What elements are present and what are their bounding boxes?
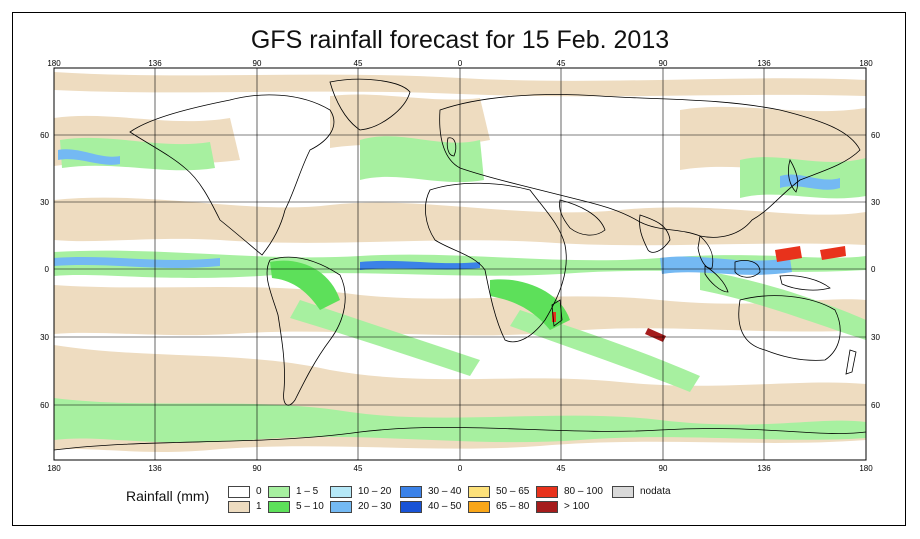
legend-swatch xyxy=(330,501,352,513)
lon-label: 180 xyxy=(859,59,873,68)
legend-label: 20 – 30 xyxy=(358,501,392,512)
lat-label: 60 xyxy=(40,131,49,140)
australia xyxy=(738,295,841,361)
legend-swatch xyxy=(330,486,352,498)
lon-label: 136 xyxy=(757,59,771,68)
lon-label: 45 xyxy=(557,59,566,68)
lon-label: 180 xyxy=(859,464,873,473)
map-title: GFS rainfall forecast for 15 Feb. 2013 xyxy=(250,26,670,54)
lon-labels-bottom: 180 136 90 45 0 45 90 136 180 xyxy=(47,464,873,473)
lon-label: 45 xyxy=(354,464,363,473)
legend-swatch xyxy=(400,486,422,498)
legend-label: > 100 xyxy=(564,501,590,512)
legend-label: 30 – 40 xyxy=(428,486,462,497)
legend-label: 1 xyxy=(256,501,262,512)
atlantic-heavy xyxy=(360,260,480,270)
legend-swatch xyxy=(536,501,558,513)
lat-label: 30 xyxy=(40,333,49,342)
lat-label: 30 xyxy=(871,198,880,207)
legend-label: 0 xyxy=(256,486,262,497)
british-isles xyxy=(446,137,457,157)
indian-ocean-cyclone xyxy=(645,328,666,342)
north-atlantic-storm xyxy=(360,136,484,183)
legend-swatch xyxy=(400,501,422,513)
north-america xyxy=(129,94,335,256)
legend-swatch xyxy=(468,486,490,498)
legend-swatch xyxy=(228,486,250,498)
japan xyxy=(788,159,798,193)
legend-label: 65 – 80 xyxy=(496,501,530,512)
rain-band-north-atlantic xyxy=(330,94,490,148)
legend-label: 5 – 10 xyxy=(296,501,324,512)
legend-swatch xyxy=(536,486,558,498)
lat-label: 30 xyxy=(871,333,880,342)
lon-label: 90 xyxy=(659,59,668,68)
legend-swatch xyxy=(468,501,490,513)
greenland xyxy=(329,78,411,131)
lon-label: 0 xyxy=(458,59,463,68)
africa-rain xyxy=(490,279,570,330)
new-guinea xyxy=(779,275,831,291)
legend-title: Rainfall (mm) xyxy=(126,488,210,504)
eurasia xyxy=(439,94,861,238)
india xyxy=(639,214,671,253)
legend-label: 40 – 50 xyxy=(428,501,462,512)
borneo xyxy=(734,260,761,278)
lon-labels-top: 180 136 90 45 0 45 90 136 180 xyxy=(47,59,873,68)
lat-labels-left: 60 30 0 30 60 xyxy=(40,131,49,410)
north-pacific-heavy xyxy=(58,149,120,165)
legend-label: 80 – 100 xyxy=(564,486,603,497)
legend-swatch xyxy=(268,486,290,498)
map-border xyxy=(53,67,867,461)
lon-label: 136 xyxy=(148,464,162,473)
legend-label: 50 – 65 xyxy=(496,486,530,497)
lat-labels-right: 60 30 0 30 60 xyxy=(871,131,880,410)
antarctica xyxy=(54,427,866,451)
indian-ocean-front xyxy=(510,310,700,392)
western-pacific-heavy xyxy=(780,174,840,190)
lon-label: 45 xyxy=(354,59,363,68)
lon-label: 136 xyxy=(757,464,771,473)
lon-label: 90 xyxy=(253,59,262,68)
legend-swatch xyxy=(612,486,634,498)
lon-label: 90 xyxy=(253,464,262,473)
lat-label: 60 xyxy=(40,401,49,410)
legend-swatch xyxy=(228,501,250,513)
africa xyxy=(425,182,567,343)
lon-label: 180 xyxy=(47,464,61,473)
south-atlantic-front xyxy=(290,300,480,376)
lon-label: 45 xyxy=(557,464,566,473)
lat-label: 60 xyxy=(871,131,880,140)
lat-label: 30 xyxy=(40,198,49,207)
lon-label: 180 xyxy=(47,59,61,68)
maritime-continent-heavy xyxy=(660,256,792,275)
lon-label: 90 xyxy=(659,464,668,473)
lat-label: 0 xyxy=(45,265,50,274)
figure-frame xyxy=(12,12,906,526)
legend-label: nodata xyxy=(640,486,671,497)
maritime-extreme-2 xyxy=(820,246,846,260)
spcz-green xyxy=(700,270,866,340)
lat-label: 0 xyxy=(871,265,876,274)
equatorial-pacific-heavy xyxy=(54,257,220,268)
rain-band-east-asia xyxy=(680,106,866,173)
south-america xyxy=(266,256,346,406)
graticule xyxy=(54,68,866,460)
madagascar xyxy=(551,299,563,327)
southeast-asia xyxy=(697,235,714,269)
lon-label: 136 xyxy=(148,59,162,68)
legend-label: 1 – 5 xyxy=(296,486,319,497)
legend-label: 10 – 20 xyxy=(358,486,392,497)
new-zealand xyxy=(845,349,857,375)
amazon-rain xyxy=(270,260,340,310)
lat-label: 60 xyxy=(871,401,880,410)
lon-label: 0 xyxy=(458,464,463,473)
coastlines xyxy=(54,78,866,451)
maritime-extreme-1 xyxy=(775,246,802,262)
sumatra xyxy=(704,265,729,293)
legend-swatch xyxy=(268,501,290,513)
